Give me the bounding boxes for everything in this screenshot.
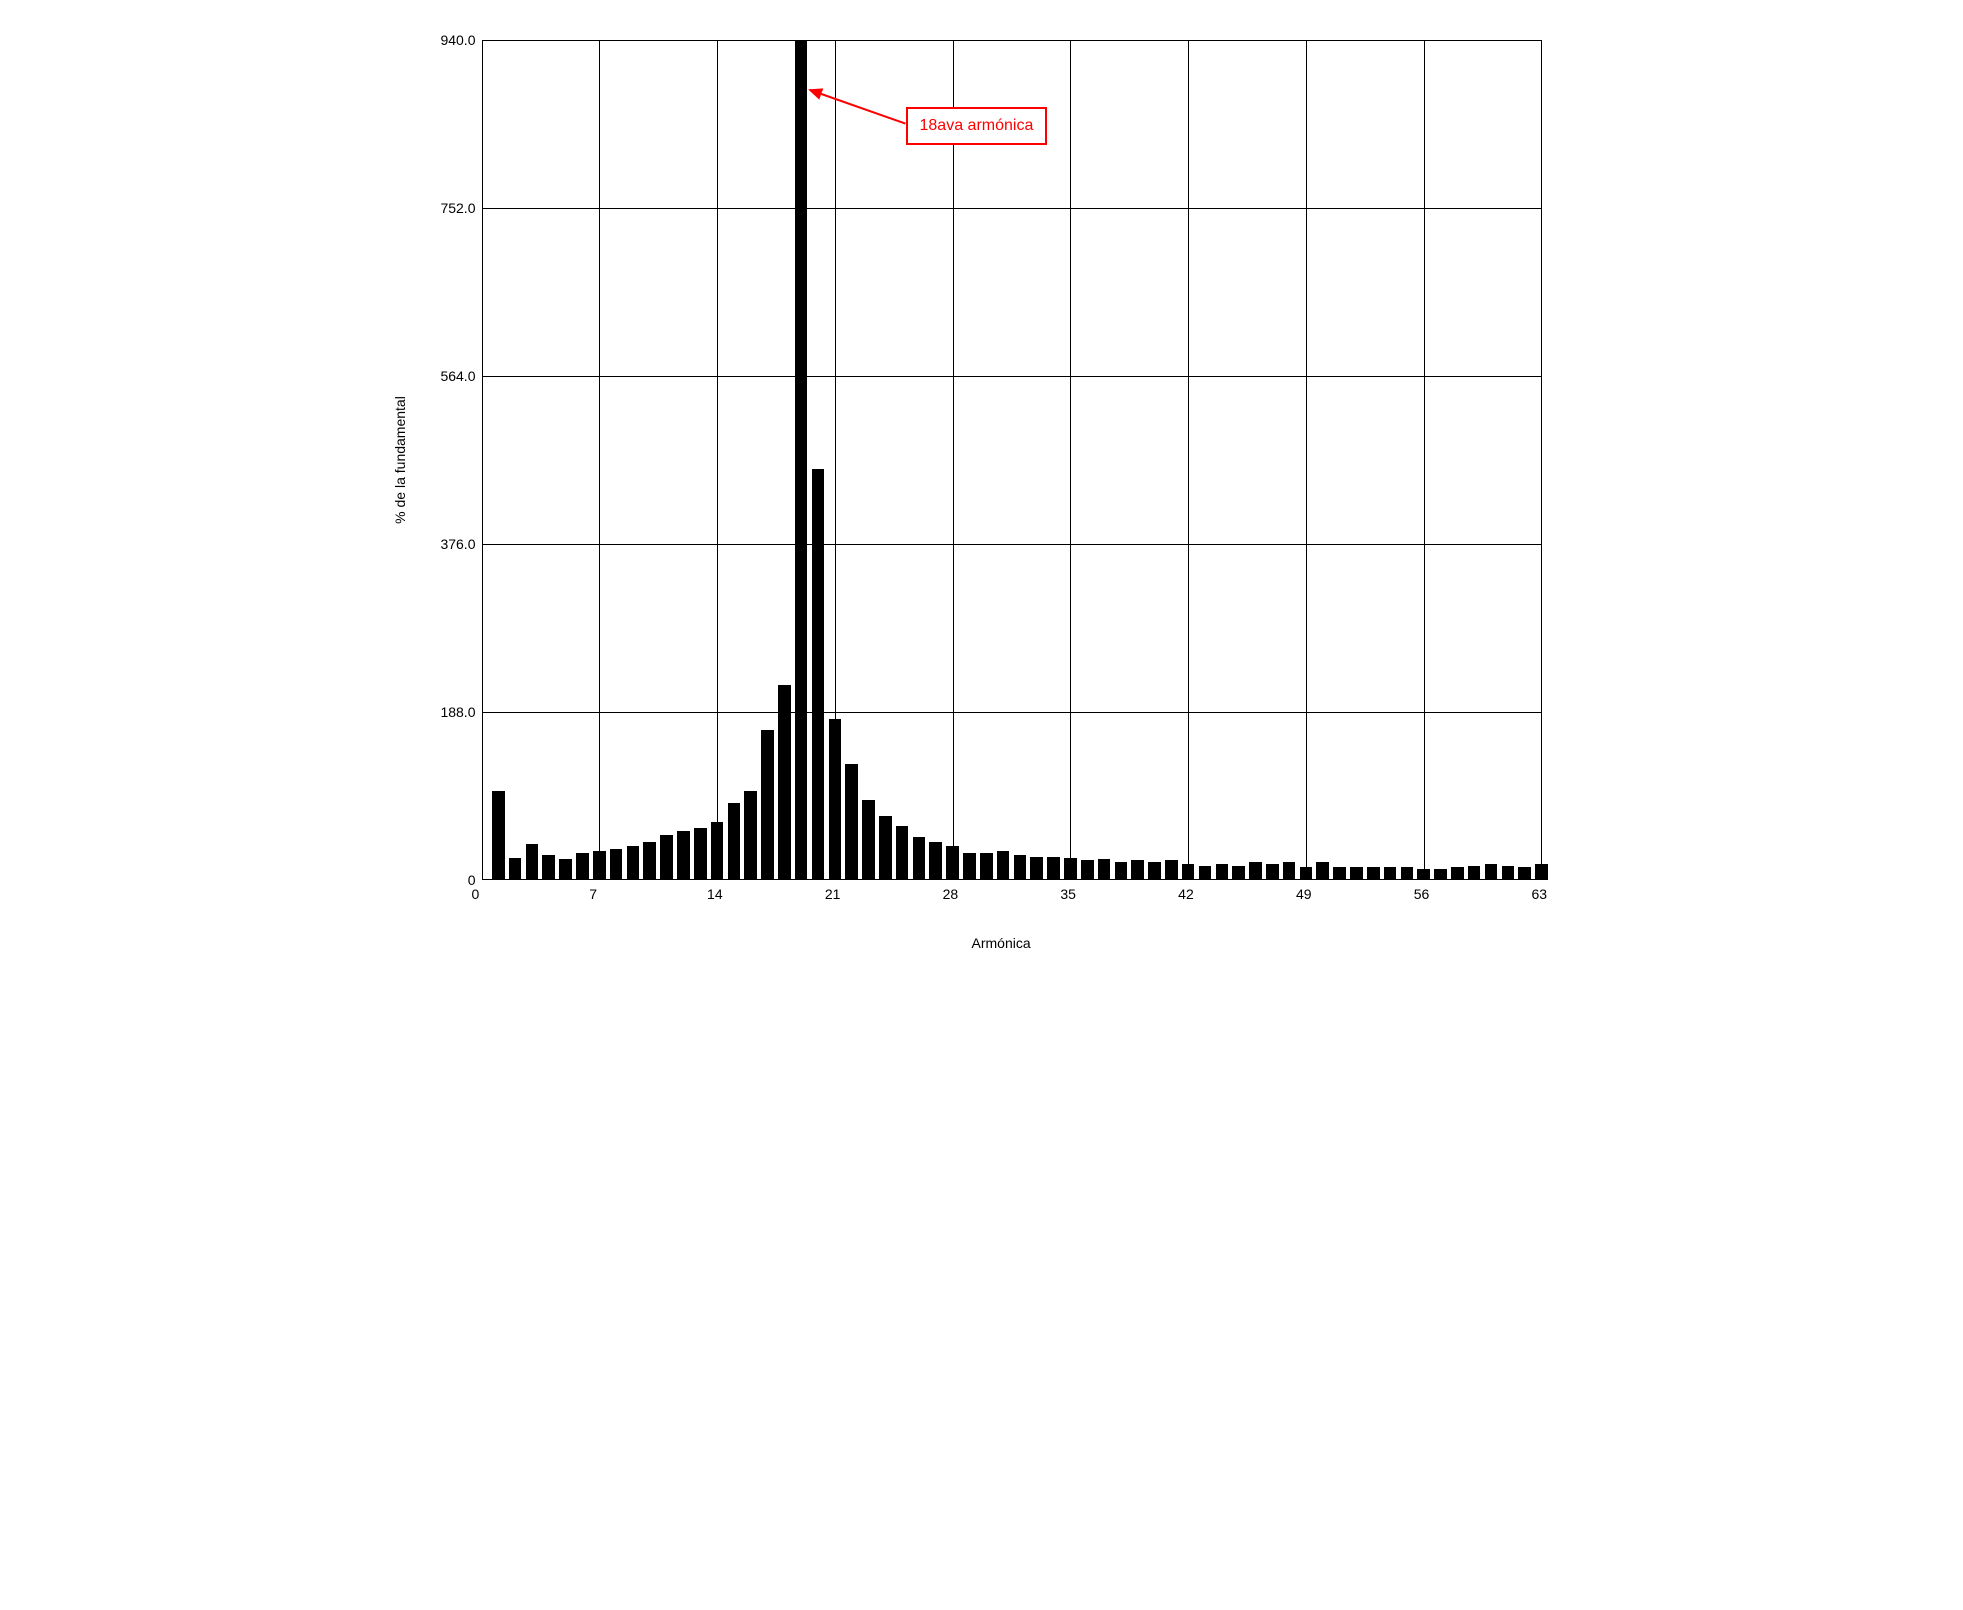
bar	[1417, 869, 1430, 880]
bar	[1451, 867, 1464, 880]
grid-line-v	[717, 40, 718, 880]
bar	[1115, 862, 1128, 880]
bar	[1502, 866, 1515, 880]
bar	[980, 853, 993, 880]
bar	[929, 842, 942, 880]
bar	[1350, 867, 1363, 880]
bar	[829, 719, 842, 880]
grid-line-h	[482, 376, 1542, 377]
bar	[627, 846, 640, 880]
bar	[1165, 860, 1178, 880]
bar	[660, 835, 673, 880]
bar	[913, 837, 926, 880]
annotation-arrow	[798, 78, 917, 136]
x-tick-label: 0	[472, 886, 480, 902]
y-tick-label: 940.0	[440, 32, 475, 48]
bar	[1316, 862, 1329, 880]
bar	[1333, 867, 1346, 880]
bar	[694, 828, 707, 880]
bar	[1216, 864, 1229, 880]
x-tick-label: 7	[589, 886, 597, 902]
y-tick-label: 188.0	[440, 704, 475, 720]
bar	[1182, 864, 1195, 880]
grid-line-v	[1070, 40, 1071, 880]
bar	[1300, 867, 1313, 880]
y-axis-label: % de la fundamental	[391, 396, 407, 524]
bar	[1468, 866, 1481, 880]
bar	[1131, 860, 1144, 880]
grid-line-v	[1306, 40, 1307, 880]
bar	[812, 469, 825, 880]
bar	[1266, 864, 1279, 880]
bar	[1064, 858, 1077, 880]
bar	[711, 822, 724, 880]
bar	[1249, 862, 1262, 880]
bar	[576, 853, 589, 880]
x-tick-label: 35	[1060, 886, 1076, 902]
bar	[1384, 867, 1397, 880]
harmonic-chart: % de la fundamental Armónica 0 188.0 376.0…	[382, 20, 1582, 1000]
bar	[1401, 867, 1414, 880]
x-axis-label: Armónica	[972, 935, 1031, 951]
grid-line-h	[482, 208, 1542, 209]
bar	[1148, 862, 1161, 880]
x-tick-label: 63	[1532, 886, 1548, 902]
bar	[1030, 857, 1043, 880]
bar	[492, 791, 505, 880]
grid-line-v	[953, 40, 954, 880]
x-tick-label: 21	[825, 886, 841, 902]
x-tick-label: 49	[1296, 886, 1312, 902]
bar	[1199, 866, 1212, 880]
bar	[795, 40, 808, 880]
y-tick-label: 752.0	[440, 200, 475, 216]
y-tick-label: 376.0	[440, 536, 475, 552]
bar	[778, 685, 791, 880]
bar	[1434, 869, 1447, 880]
bar	[761, 730, 774, 880]
grid-line-h	[482, 712, 1542, 713]
x-tick-label: 14	[707, 886, 723, 902]
annotation-text: 18ava armónica	[920, 117, 1034, 134]
bar	[542, 855, 555, 880]
grid-line-h	[482, 544, 1542, 545]
bar	[1098, 859, 1111, 880]
bar	[1485, 864, 1498, 880]
bar	[1283, 862, 1296, 880]
x-tick-label: 56	[1414, 886, 1430, 902]
bar	[1232, 866, 1245, 880]
bar	[509, 858, 522, 880]
bar	[997, 851, 1010, 880]
y-tick-label: 564.0	[440, 368, 475, 384]
bar	[845, 764, 858, 880]
grid-line-v	[599, 40, 600, 880]
x-tick-label: 42	[1178, 886, 1194, 902]
bar	[946, 846, 959, 880]
bar	[879, 816, 892, 880]
bar	[610, 849, 623, 880]
grid-line-v	[1424, 40, 1425, 880]
bar	[963, 853, 976, 880]
bar	[643, 842, 656, 880]
bar	[1047, 857, 1060, 880]
bar	[862, 800, 875, 880]
bar	[896, 826, 909, 880]
bar	[1535, 864, 1548, 880]
bar	[1518, 867, 1531, 880]
bar	[559, 859, 572, 880]
bar	[1014, 855, 1027, 880]
bar	[744, 791, 757, 880]
bar	[1367, 867, 1380, 880]
plot-area	[482, 40, 1542, 880]
bar	[728, 803, 741, 880]
grid-line-v	[1188, 40, 1189, 880]
bar	[526, 844, 539, 880]
bar	[677, 831, 690, 880]
x-tick-label: 28	[943, 886, 959, 902]
annotation-box: 18ava armónica	[906, 107, 1048, 145]
bar	[593, 851, 606, 880]
bar	[1081, 860, 1094, 880]
